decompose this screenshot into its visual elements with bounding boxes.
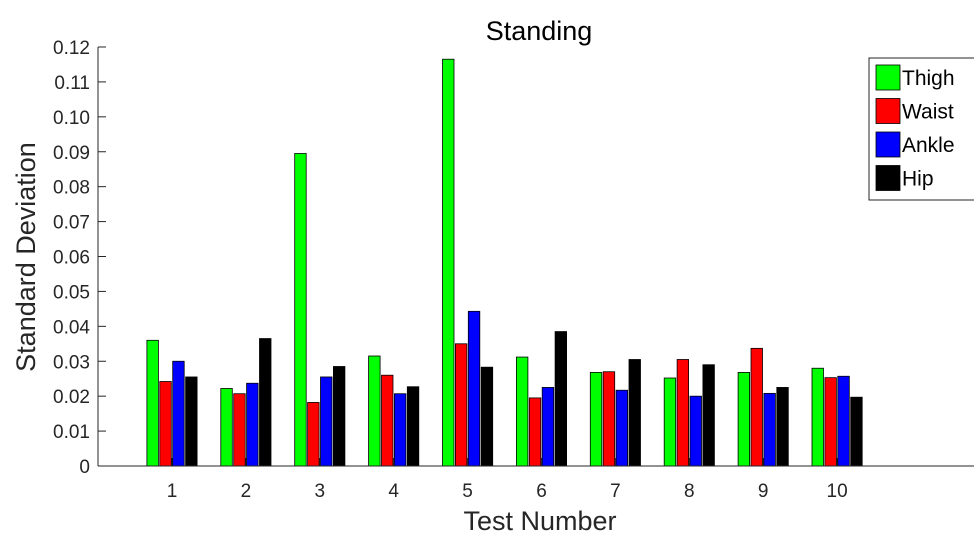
bar-waist-6	[528, 397, 542, 467]
bar-ankle-6	[541, 387, 555, 467]
bar-thigh-5	[442, 58, 455, 467]
chart-title: Standing	[486, 16, 593, 46]
y-tick-label: 0.08	[53, 178, 90, 199]
y-tick-label: 0.09	[53, 143, 90, 164]
bar-ankle-10	[837, 375, 850, 467]
bar-ankle-7	[615, 389, 628, 467]
legend-label-waist: Waist	[902, 101, 954, 124]
bar-waist-7	[602, 371, 616, 467]
y-tick-label: 0.06	[53, 248, 90, 269]
bar-thigh-1	[146, 339, 159, 467]
bar-hip-1	[185, 376, 198, 467]
x-tick-label: 1	[167, 481, 178, 502]
y-tick-label: 0.07	[53, 213, 90, 234]
bar-thigh-4	[368, 355, 381, 467]
bar-thigh-8	[663, 377, 677, 467]
y-axis-title: Standard Deviation	[11, 142, 41, 372]
legend-swatch-ankle	[875, 131, 901, 158]
bar-waist-10	[824, 377, 837, 467]
x-tick-label: 6	[536, 481, 547, 502]
bar-hip-8	[702, 364, 715, 467]
y-tick-label: 0.12	[53, 38, 90, 59]
y-tick-label: 0.10	[53, 108, 90, 129]
bar-hip-2	[259, 338, 272, 467]
bar-thigh-3	[294, 153, 307, 467]
legend-label-thigh: Thigh	[902, 67, 955, 90]
bar-ankle-9	[763, 392, 776, 467]
bar-hip-7	[628, 359, 641, 467]
bar-hip-4	[406, 386, 420, 467]
y-tick-label: 0.04	[53, 317, 90, 338]
y-tick-label: 0.05	[53, 282, 90, 303]
bar-ankle-3	[320, 376, 333, 467]
bar-waist-3	[307, 402, 320, 467]
legend-label-ankle: Ankle	[902, 134, 955, 157]
bar-ankle-8	[689, 395, 702, 467]
x-tick-label: 4	[388, 481, 399, 502]
y-tick-label: 0.01	[53, 422, 90, 443]
x-tick-label: 7	[610, 481, 621, 502]
bar-hip-5	[480, 366, 494, 467]
bar-ankle-1	[172, 360, 185, 467]
bar-thigh-6	[516, 356, 529, 467]
x-tick-label: 5	[462, 481, 473, 502]
bar-thigh-10	[811, 367, 824, 467]
axes-group: 0 0.01 0.02 0.03 0.04 0.05 0.06 0.07 0.08 0.09 0.1…	[53, 38, 974, 502]
y-tick-label: 0.02	[53, 387, 90, 408]
bar-thigh-7	[589, 372, 603, 467]
y-tick-label: 0.03	[53, 352, 90, 373]
bar-thigh-2	[220, 388, 233, 467]
x-tick-label: 3	[315, 481, 326, 502]
legend: Thigh Waist Ankle Hip	[868, 57, 974, 201]
y-tick-label: 0	[79, 457, 90, 478]
bar-hip-10	[850, 396, 863, 467]
legend-swatch-waist	[875, 98, 901, 124]
bar-waist-2	[233, 393, 246, 467]
y-tick-label: 0.11	[54, 73, 90, 94]
x-tick-label: 10	[827, 481, 848, 502]
x-tick-label: 2	[241, 481, 252, 502]
legend-swatch-hip	[875, 165, 901, 191]
bar-waist-5	[454, 343, 468, 467]
bar-waist-1	[159, 381, 172, 467]
bar-waist-8	[676, 359, 689, 467]
bar-thigh-9	[737, 372, 750, 467]
bar-hip-9	[776, 387, 789, 467]
x-tick-label: 8	[684, 481, 695, 502]
bar-ankle-4	[393, 393, 407, 467]
x-axis-title: Test Number	[463, 506, 616, 536]
bar-waist-4	[381, 374, 394, 467]
legend-label-hip: Hip	[902, 168, 934, 191]
bar-hip-3	[332, 366, 346, 467]
bar-hip-6	[554, 331, 567, 467]
x-tick-label: 9	[758, 481, 769, 502]
bar-waist-9	[750, 347, 763, 467]
bar-ankle-2	[246, 382, 259, 467]
bar-ankle-5	[467, 310, 481, 467]
legend-swatch-thigh	[875, 64, 901, 91]
